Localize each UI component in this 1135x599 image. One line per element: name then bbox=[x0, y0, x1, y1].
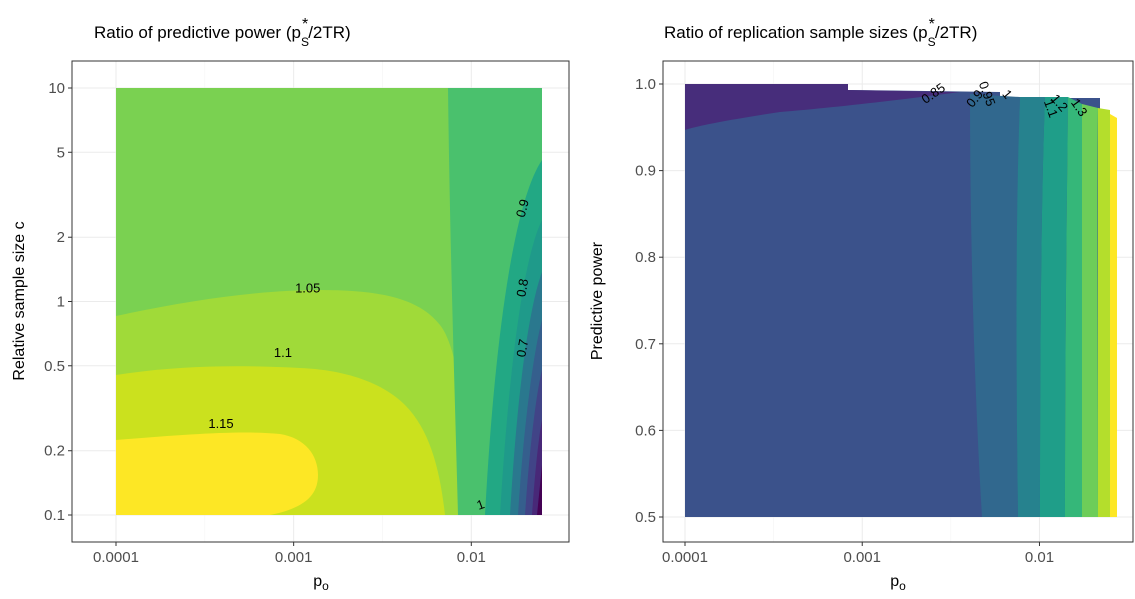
y-tick-label: 0.9 bbox=[635, 163, 656, 180]
left-x-axis-label: po bbox=[313, 573, 329, 593]
y-tick-label: 0.8 bbox=[635, 249, 656, 266]
y-tick-label: 1 bbox=[57, 294, 65, 311]
left-axis-ticks: 0.0001 0.001 0.01 0.1 0.2 0.5 1 2 5 10 bbox=[44, 80, 486, 566]
y-tick-label: 2 bbox=[57, 229, 65, 246]
y-tick-label: 0.6 bbox=[635, 422, 656, 439]
right-chart: Ratio of replication sample sizes (pS*/2… bbox=[589, 16, 1134, 593]
contour-band-above-1.40 bbox=[1110, 114, 1117, 517]
right-panel-border bbox=[662, 60, 1134, 543]
y-tick-label: 0.5 bbox=[635, 509, 656, 526]
contour-band-1.30-1.40 bbox=[1098, 108, 1110, 517]
left-chart-title: Ratio of predictive power (pS*/2TR) bbox=[94, 16, 351, 49]
right-chart-title: Ratio of replication sample sizes (pS*/2… bbox=[664, 16, 977, 49]
right-y-axis-label: Predictive power bbox=[589, 241, 606, 360]
contour-band-above-1.15 bbox=[116, 432, 318, 515]
contour-label: 1.15 bbox=[208, 416, 233, 431]
contour-label: 1.05 bbox=[295, 281, 320, 296]
contour-label: 0.9 bbox=[513, 198, 532, 219]
y-tick-label: 1.0 bbox=[635, 76, 656, 93]
right-axis-ticks: 0.0001 0.001 0.01 0.5 0.6 0.7 0.8 0.9 1.0 bbox=[635, 76, 1054, 566]
left-y-axis-label: Relative sample size c bbox=[11, 221, 28, 380]
x-tick-label: 0.001 bbox=[843, 549, 881, 566]
x-tick-label: 0.001 bbox=[275, 549, 313, 566]
contour-band-0.90-0.95 bbox=[970, 94, 1020, 517]
x-tick-label: 0.01 bbox=[457, 549, 486, 566]
contour-label: 0.7 bbox=[513, 338, 531, 358]
contour-band-below-0.65 bbox=[537, 465, 542, 515]
contour-band-1.00-1.10 bbox=[1040, 97, 1068, 517]
contour-label: 0.8 bbox=[513, 278, 531, 298]
contour-label: 1.1 bbox=[1041, 97, 1061, 119]
y-tick-label: 0.2 bbox=[44, 443, 65, 460]
left-chart: Ratio of predictive power (pS*/2TR) 1.05… bbox=[11, 16, 570, 593]
contour-label: 1.1 bbox=[274, 345, 292, 360]
x-tick-label: 0.01 bbox=[1025, 549, 1054, 566]
x-tick-label: 0.0001 bbox=[93, 549, 139, 566]
x-tick-label: 0.0001 bbox=[662, 549, 708, 566]
left-contour-fills bbox=[116, 88, 542, 515]
contour-band-1.10-1.20 bbox=[1065, 97, 1082, 517]
right-x-axis-label: po bbox=[890, 573, 906, 593]
contour-label: 1 bbox=[475, 496, 487, 513]
y-tick-label: 0.7 bbox=[635, 336, 656, 353]
y-tick-label: 10 bbox=[48, 80, 65, 97]
contour-band-1.20-1.30 bbox=[1082, 104, 1098, 517]
y-tick-label: 0.1 bbox=[44, 507, 65, 524]
y-tick-label: 5 bbox=[57, 144, 65, 161]
left-contour-labels: 1.05 1.1 1.15 1 0.9 0.8 0.7 bbox=[208, 198, 532, 513]
y-tick-label: 0.5 bbox=[44, 358, 65, 375]
right-contour-fills bbox=[685, 84, 1117, 517]
contour-band-below-0.85 bbox=[685, 84, 960, 130]
contour-band-0.95-1.00 bbox=[1016, 97, 1045, 517]
